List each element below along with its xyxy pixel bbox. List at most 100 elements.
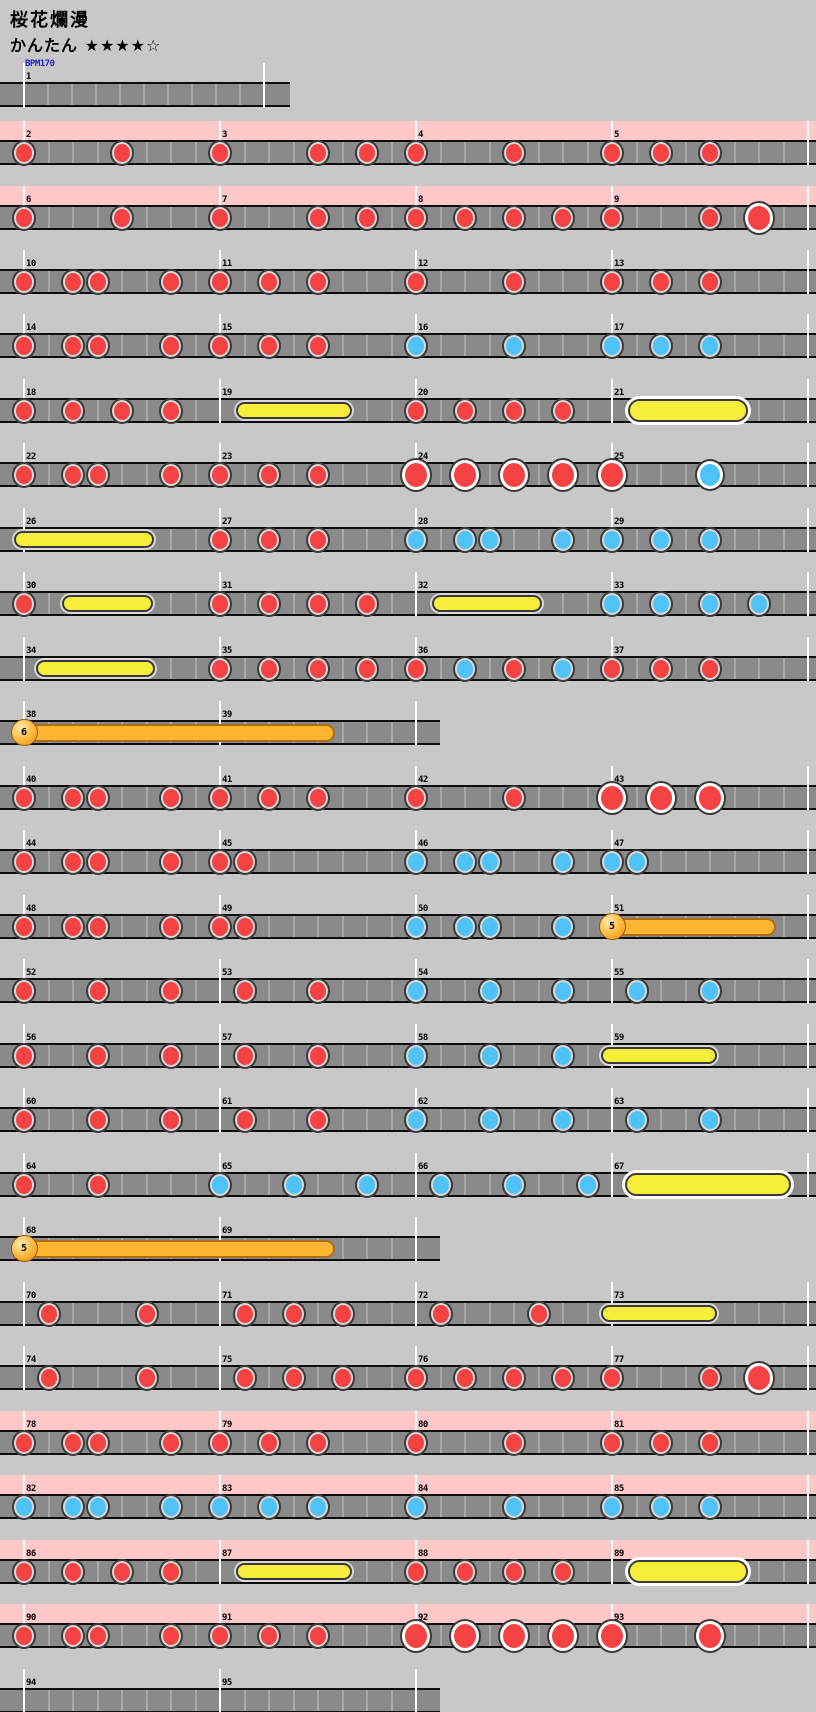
barline <box>219 1153 221 1197</box>
barline <box>807 1282 809 1326</box>
beat-cell-separator <box>121 851 123 872</box>
measure-number: 3 <box>222 130 227 140</box>
gogo-time-band <box>0 186 816 205</box>
chart-row: 30 31 32 33 <box>0 572 816 616</box>
beat-cell-separator <box>635 1625 638 1646</box>
note-don <box>163 981 179 1000</box>
note-don <box>408 659 424 678</box>
beat-cell-separator <box>733 1303 736 1324</box>
barline <box>415 1346 417 1390</box>
beat-cell-separator <box>145 980 148 1001</box>
note-lane <box>0 849 816 874</box>
beat-cell-separator <box>170 1367 172 1388</box>
beat-cell-separator <box>537 658 540 679</box>
note-don <box>555 1562 571 1581</box>
drumroll-big <box>628 1560 748 1583</box>
measure-number: 76 <box>418 1355 428 1365</box>
beat-cell-separator <box>586 529 589 550</box>
beat-cell-separator <box>292 1109 295 1130</box>
beat-cell-separator <box>72 1109 74 1130</box>
note-ka <box>261 1497 277 1516</box>
beat-cell-separator <box>143 84 145 105</box>
beat-cell-separator <box>47 1496 50 1517</box>
beat-cell-separator <box>194 787 197 808</box>
note-ka <box>628 1110 645 1129</box>
note-don <box>16 852 32 871</box>
beat-cell-separator <box>47 1690 50 1711</box>
measure-number: 36 <box>418 646 428 656</box>
note-don <box>457 208 473 227</box>
note-don <box>506 659 522 678</box>
note-don <box>16 594 32 613</box>
note-don-big <box>454 1623 476 1648</box>
beat-cell-separator <box>709 851 711 872</box>
beat-cell-separator <box>341 335 344 356</box>
note-don <box>212 788 228 807</box>
measure-number: 1 <box>26 72 31 82</box>
beat-cell-separator <box>513 851 515 872</box>
beat-cell-separator <box>537 464 540 485</box>
beat-cell-separator <box>733 1045 736 1066</box>
note-don <box>40 1304 57 1323</box>
note-don <box>89 1110 106 1129</box>
beat-cell-separator <box>47 142 50 163</box>
beat-cell-separator <box>660 1625 662 1646</box>
chart-row: 60 61 62 63 <box>0 1088 816 1132</box>
barline <box>415 766 417 810</box>
barline <box>807 1540 809 1584</box>
note-don <box>89 917 106 936</box>
beat-cell-separator <box>268 1045 270 1066</box>
beat-cell-separator <box>439 335 442 356</box>
beat-cell-separator <box>145 1174 148 1195</box>
note-ka <box>481 981 498 1000</box>
beat-cell-separator <box>145 1045 148 1066</box>
beat-cell-separator <box>464 1045 466 1066</box>
barline <box>807 766 809 810</box>
barline <box>23 250 25 294</box>
drumroll <box>432 595 542 612</box>
note-don <box>359 594 375 613</box>
barline <box>219 895 221 939</box>
note-ka <box>408 917 424 936</box>
beat-cell-separator <box>47 271 50 292</box>
note-ka <box>408 336 424 355</box>
beat-cell-separator <box>366 851 368 872</box>
beat-cell-separator <box>268 1690 270 1711</box>
beat-cell-separator <box>170 1303 172 1324</box>
measure-number: 56 <box>26 1033 36 1043</box>
note-don <box>604 272 620 291</box>
note-don <box>604 1433 620 1452</box>
barline <box>415 1282 417 1326</box>
beat-cell-separator <box>660 207 662 228</box>
note-don <box>702 659 718 678</box>
beat-cell-separator <box>562 1303 564 1324</box>
beat-cell-separator <box>537 1496 540 1517</box>
beat-cell-separator <box>439 916 442 937</box>
beat-cell-separator <box>390 529 393 550</box>
barline <box>23 1024 25 1068</box>
barline <box>807 121 809 165</box>
beat-cell-separator <box>758 1303 760 1324</box>
measure-number: 29 <box>614 517 624 527</box>
barline <box>807 830 809 874</box>
beat-cell-separator <box>733 335 736 356</box>
note-ka <box>408 981 424 1000</box>
beat-cell-separator <box>390 787 393 808</box>
barline <box>611 121 613 165</box>
beat-cell-separator <box>782 980 785 1001</box>
beat-cell-separator <box>170 207 172 228</box>
drumroll-big <box>625 1173 791 1196</box>
barline <box>23 766 25 810</box>
barline <box>219 250 221 294</box>
beat-cell-separator <box>513 980 515 1001</box>
beat-cell-separator <box>366 722 368 743</box>
barline <box>23 314 25 358</box>
note-don <box>212 852 228 871</box>
beat-cell-separator <box>47 593 50 614</box>
note-don <box>89 1175 106 1194</box>
barline <box>415 830 417 874</box>
note-don <box>212 659 228 678</box>
chart-row: 52 53 54 55 <box>0 959 816 1003</box>
beat-cell-separator <box>733 658 736 679</box>
beat-cell-separator <box>243 335 246 356</box>
